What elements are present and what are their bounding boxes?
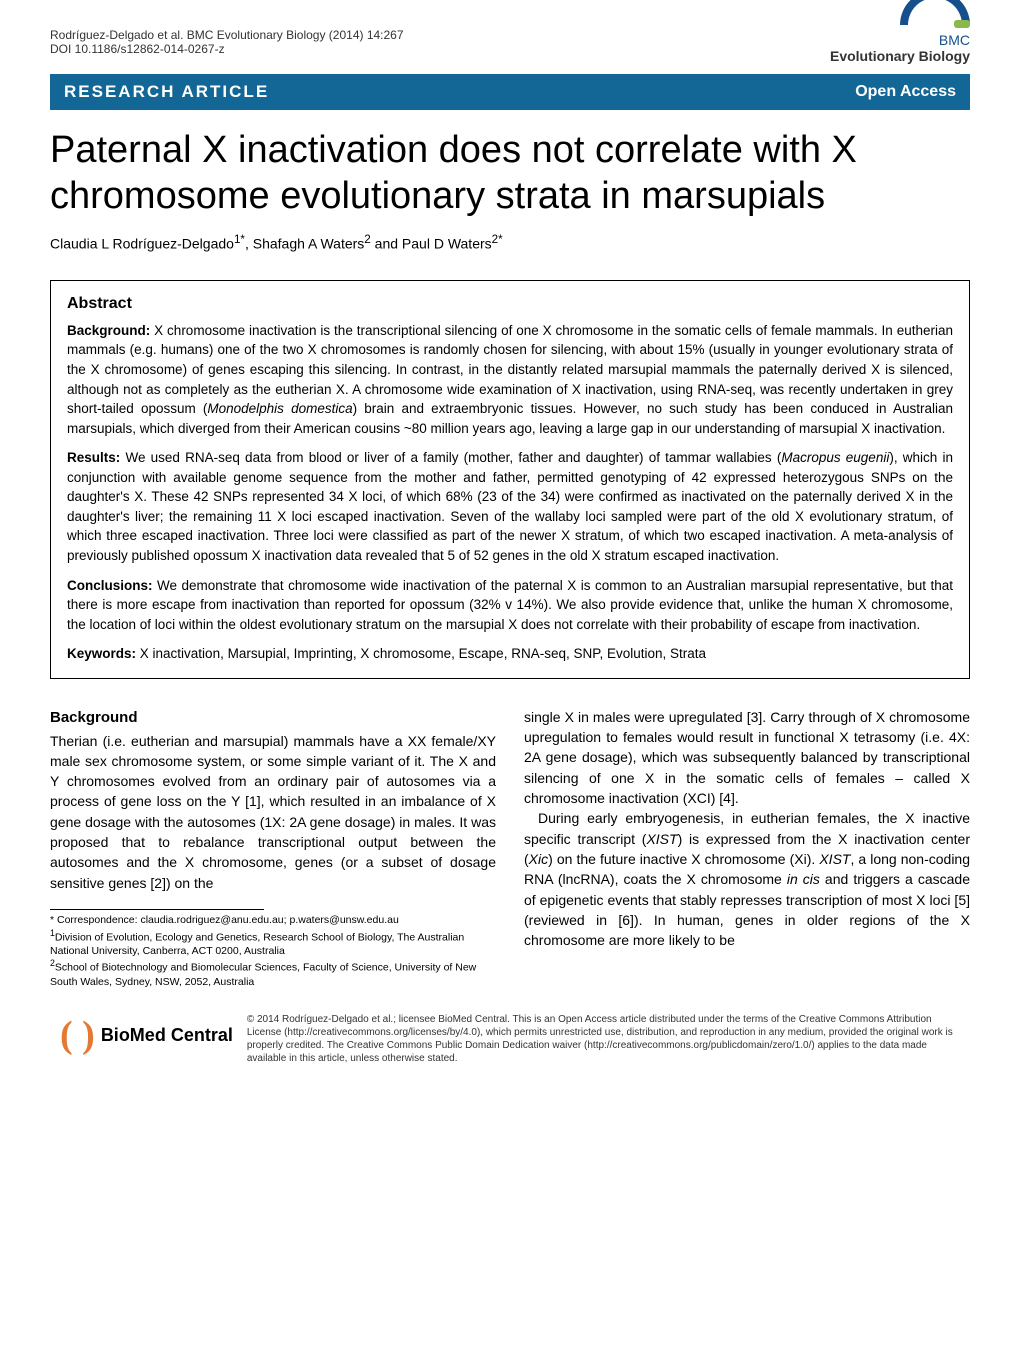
body-left-p1: Therian (i.e. eutherian and marsupial) m… <box>50 731 496 893</box>
left-column: Background Therian (i.e. eutherian and m… <box>50 707 496 989</box>
body-columns: Background Therian (i.e. eutherian and m… <box>50 707 970 989</box>
article-title: Paternal X inactivation does not correla… <box>50 128 970 219</box>
abstract-background-label: Background: <box>67 323 150 338</box>
affiliation-1: 1Division of Evolution, Ecology and Gene… <box>50 928 496 959</box>
biomed-central-text: BioMed Central <box>101 1025 233 1046</box>
abstract-box: Abstract Background: X chromosome inacti… <box>50 280 970 679</box>
author-list: Claudia L Rodríguez-Delgado1*, Shafagh A… <box>50 233 970 252</box>
keywords-text: X inactivation, Marsupial, Imprinting, X… <box>136 646 706 661</box>
background-heading: Background <box>50 707 496 729</box>
license-text: © 2014 Rodríguez-Delgado et al.; license… <box>247 1013 960 1065</box>
correspondence-divider <box>50 909 264 910</box>
correspondence-emails: * Correspondence: claudia.rodriguez@anu.… <box>50 914 496 928</box>
abstract-heading: Abstract <box>67 295 953 313</box>
body-right-p1: single X in males were upregulated [3]. … <box>524 707 970 808</box>
abstract-results-text: We used RNA-seq data from blood or liver… <box>67 450 953 563</box>
right-column: single X in males were upregulated [3]. … <box>524 707 970 989</box>
journal-title: Evolutionary Biology <box>830 48 970 64</box>
footer: ( ) BioMed Central © 2014 Rodríguez-Delg… <box>50 1013 970 1065</box>
biomed-central-logo: ( ) BioMed Central <box>60 1013 233 1057</box>
abstract-conclusions: Conclusions: We demonstrate that chromos… <box>67 576 953 635</box>
abstract-results-label: Results: <box>67 450 120 465</box>
article-type-bar: RESEARCH ARTICLE Open Access <box>50 74 970 110</box>
abstract-conclusions-label: Conclusions: <box>67 578 153 593</box>
biomed-paren-icon: ( ) <box>60 1013 95 1057</box>
abstract-background-text: X chromosome inactivation is the transcr… <box>67 323 953 436</box>
citation: Rodríguez-Delgado et al. BMC Evolutionar… <box>50 28 404 42</box>
article-type: RESEARCH ARTICLE <box>64 82 269 102</box>
journal-prefix: BMC <box>939 32 970 48</box>
keywords-label: Keywords: <box>67 646 136 661</box>
open-access-label: Open Access <box>855 83 956 101</box>
bmc-arc-icon <box>900 0 970 25</box>
doi: DOI 10.1186/s12862-014-0267-z <box>50 42 404 56</box>
abstract-conclusions-text: We demonstrate that chromosome wide inac… <box>67 578 953 632</box>
journal-name: BMC Evolutionary Biology <box>830 32 970 64</box>
correspondence-block: * Correspondence: claudia.rodriguez@anu.… <box>50 914 496 989</box>
body-right-p2: During early embryogenesis, in eutherian… <box>524 808 970 950</box>
keywords-line: Keywords: X inactivation, Marsupial, Imp… <box>67 644 953 664</box>
header-meta: Rodríguez-Delgado et al. BMC Evolutionar… <box>50 28 404 56</box>
header-row: Rodríguez-Delgado et al. BMC Evolutionar… <box>50 0 970 64</box>
abstract-background: Background: X chromosome inactivation is… <box>67 321 953 438</box>
abstract-results: Results: We used RNA-seq data from blood… <box>67 448 953 565</box>
affiliation-2: 2School of Biotechnology and Biomolecula… <box>50 958 496 989</box>
journal-logo: BMC Evolutionary Biology <box>830 0 970 64</box>
